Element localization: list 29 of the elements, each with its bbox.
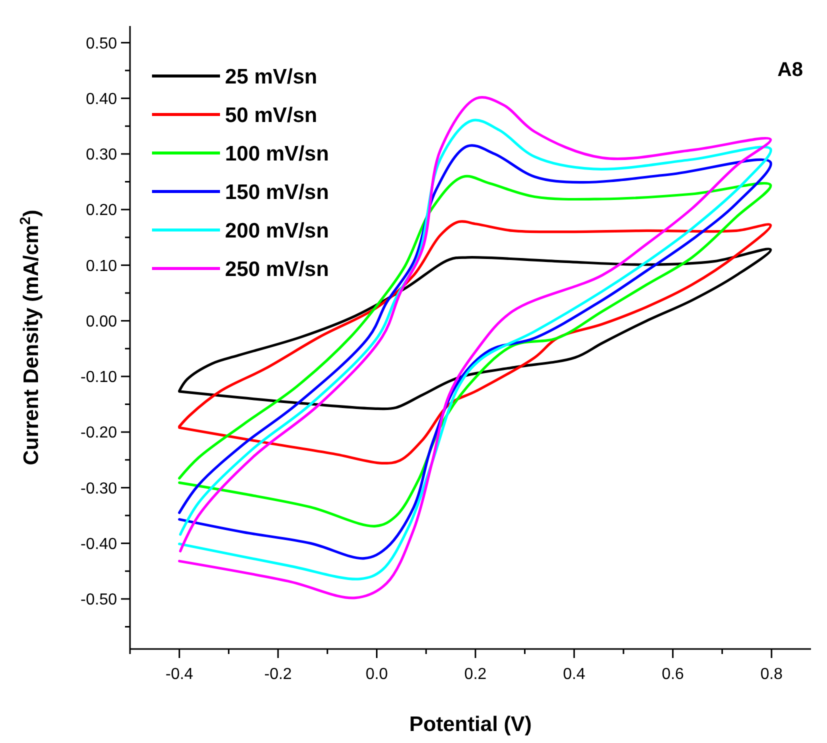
x-tick-label: -0.2 [264,666,292,683]
x-tick-label: 0.0 [366,666,388,683]
y-tick-label: 0.40 [86,90,118,108]
y-tick-label: -0.30 [80,480,118,498]
x-axis-title: Potential (V) [409,713,532,736]
legend-label: 250 mV/sn [225,258,329,281]
y-tick-label: 0.50 [86,35,118,52]
x-tick-label: 0.8 [760,666,783,683]
line-series [178,175,772,528]
y-tick-label: -0.40 [80,536,118,553]
legend-label: 200 mV/sn [225,219,329,242]
line-series [178,220,772,465]
x-tick-label: 0.4 [563,666,586,683]
y-tick-label: -0.10 [80,369,118,386]
y-tick-label: 0.10 [86,258,118,275]
y-tick-label: -0.20 [80,424,118,442]
x-tick-label: 0.6 [662,666,684,683]
legend-label: 50 mV/sn [225,104,318,127]
line-series [178,248,772,410]
x-tick-label: -0.4 [166,666,194,683]
y-tick-label: -0.50 [80,592,118,609]
y-tick-label: 0.30 [86,146,118,164]
y-tick-label: 0.20 [86,202,118,220]
legend-label: 150 mV/sn [225,180,329,204]
x-tick-label: 0.2 [464,666,487,683]
legend-label: 25 mV/sn [225,65,318,88]
annotation: A8 [777,59,803,81]
legend-label: 100 mV/sn [225,142,329,166]
y-tick-label: 0.00 [86,313,118,330]
